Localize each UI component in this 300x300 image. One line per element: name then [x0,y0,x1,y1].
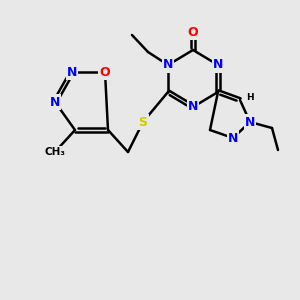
Text: O: O [100,65,110,79]
Text: N: N [67,65,77,79]
Text: N: N [228,131,238,145]
Text: S: S [139,116,148,128]
Text: N: N [213,58,223,71]
Text: N: N [245,116,255,128]
Text: N: N [163,58,173,71]
Text: N: N [50,95,60,109]
Text: CH₃: CH₃ [44,147,65,157]
Text: H: H [246,94,253,103]
Text: O: O [188,26,198,38]
Text: N: N [188,100,198,113]
